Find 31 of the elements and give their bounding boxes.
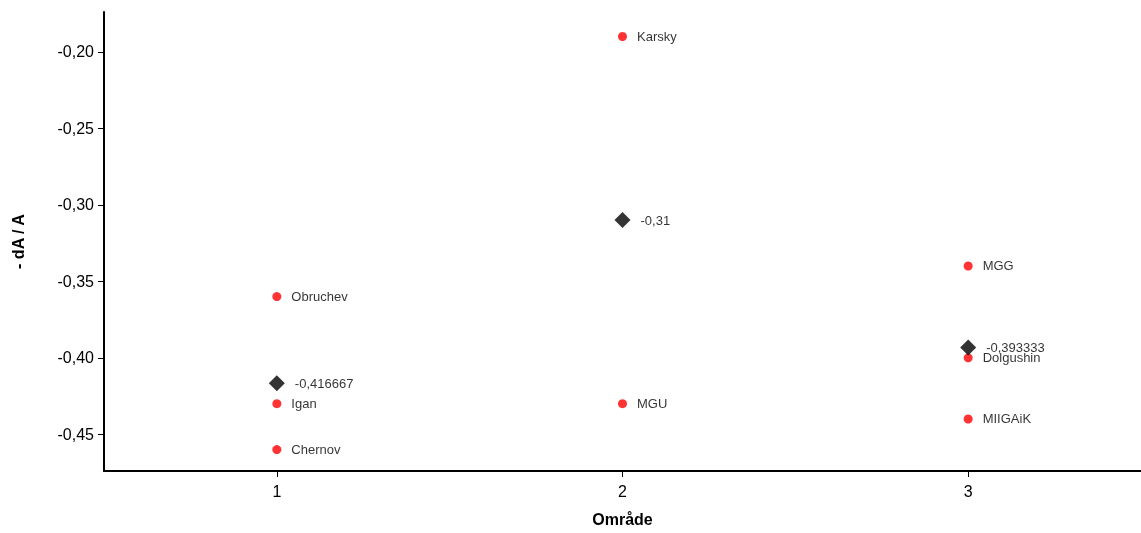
point xyxy=(614,212,631,229)
point xyxy=(963,261,973,271)
data-label: MGU xyxy=(637,396,668,412)
data-label: -0,31 xyxy=(640,212,671,228)
y-tick-label: -0,20 xyxy=(57,43,95,61)
y-tick-label: -0,25 xyxy=(57,119,95,137)
point xyxy=(960,339,977,356)
point xyxy=(618,31,627,41)
data-label: Obruchev xyxy=(291,289,349,305)
x-tick-label: 3 xyxy=(963,482,973,500)
data-label: Karsky xyxy=(637,28,678,44)
data-label: Chernov xyxy=(291,442,341,458)
point xyxy=(268,375,285,392)
point xyxy=(272,399,282,409)
data-label: -0,416667 xyxy=(294,375,354,391)
point xyxy=(272,292,282,302)
y-tick-label: -0,30 xyxy=(57,196,95,214)
y-tick-label: -0,45 xyxy=(57,425,95,443)
x-tick-label: 2 xyxy=(618,482,628,500)
data-label: MGG xyxy=(982,258,1014,274)
data-label: Igan xyxy=(291,396,317,412)
y-axis-title: - dA / A xyxy=(9,213,27,269)
x-axis-title: Område xyxy=(592,510,653,528)
point xyxy=(272,445,282,455)
point xyxy=(618,399,627,409)
x-tick-label: 1 xyxy=(272,482,282,500)
point xyxy=(963,414,973,424)
y-tick-label: -0,35 xyxy=(57,272,95,290)
point xyxy=(963,353,973,363)
data-label: MIIGAiK xyxy=(982,411,1032,427)
y-tick-label: -0,40 xyxy=(57,349,95,367)
